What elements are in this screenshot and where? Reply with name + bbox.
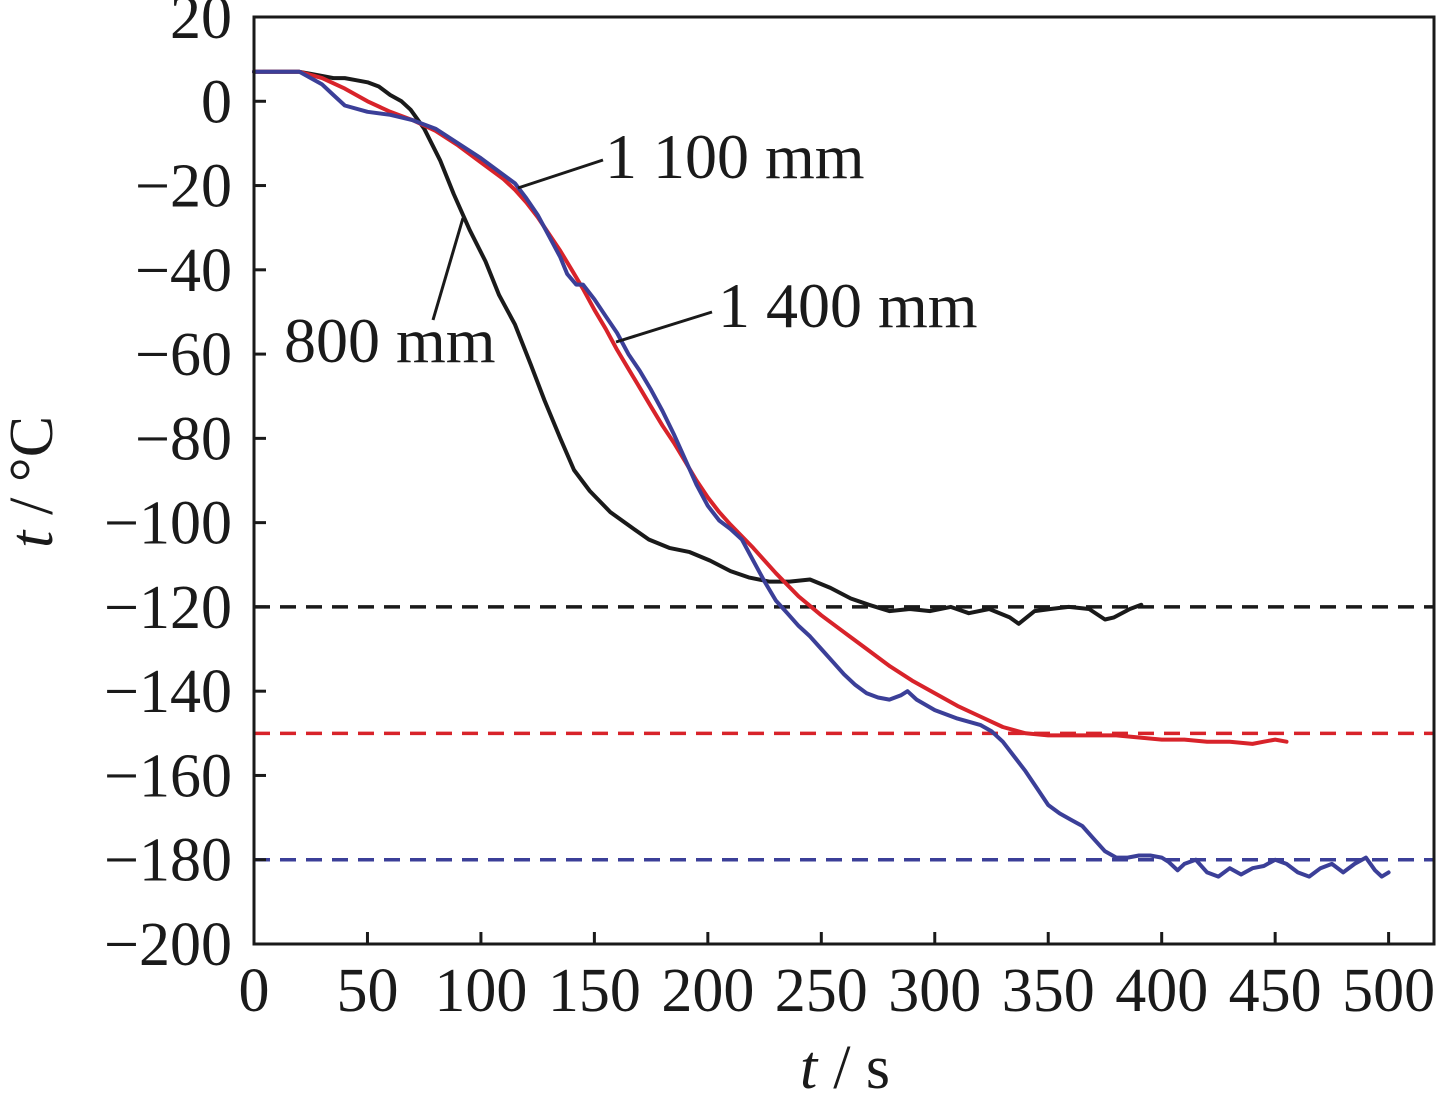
y-tick-label: −60: [135, 321, 232, 389]
y-tick-label: −180: [104, 827, 232, 895]
x-tick-label: 350: [1002, 957, 1095, 1025]
x-axis-label-unit: / s: [833, 1034, 890, 1096]
series-line-800mm: [252, 69, 1144, 626]
plot-frame: [252, 15, 1436, 946]
annotation-leader-line: [615, 310, 713, 344]
y-tick-label: −120: [104, 574, 232, 642]
y-axis-label-unit: / °C: [0, 416, 66, 515]
y-tick-label: −20: [135, 153, 232, 221]
x-axis-label-symbol: t: [800, 1034, 819, 1096]
y-tick-label: −40: [135, 237, 232, 305]
x-tick-label: 500: [1342, 957, 1435, 1025]
y-tick-label: 0: [201, 68, 232, 136]
series-line-1100mm: [252, 69, 1289, 746]
y-tick-label: −80: [135, 405, 232, 473]
y-axis-label: t / °C: [0, 416, 66, 548]
annotation-leader-line: [517, 158, 604, 190]
annotation-label: 1 100 mm: [605, 121, 865, 192]
x-tick-label: 400: [1115, 957, 1208, 1025]
y-tick-label: −200: [104, 911, 232, 979]
y-tick-label: −160: [104, 742, 232, 810]
x-tick-label: 100: [434, 957, 527, 1025]
annotation-label: 800 mm: [284, 305, 496, 376]
axis-ticks: [252, 15, 1391, 946]
axis-tick-labels: 0 50 100 150 200 250 300 350 400 450 500200−20−40−…: [104, 0, 1435, 1025]
x-tick-label: 50: [336, 957, 398, 1025]
x-tick-label: 250: [775, 957, 868, 1025]
x-tick-label: 450: [1229, 957, 1322, 1025]
annotation-leader-line: [431, 217, 465, 321]
y-axis-label-symbol: t: [0, 529, 66, 548]
y-tick-label: −100: [104, 490, 232, 558]
annotation-label: 1 400 mm: [718, 270, 978, 341]
series-line-1400mm: [252, 69, 1391, 879]
x-tick-label: 300: [888, 957, 981, 1025]
x-tick-label: 200: [661, 957, 754, 1025]
series-annotations: 800 mm 1 100 mm 1 400 mm: [284, 121, 978, 376]
y-tick-label: 20: [170, 0, 232, 52]
x-axis-label: t / s: [800, 1034, 890, 1096]
x-tick-label: 150: [548, 957, 641, 1025]
series-lines: [252, 69, 1391, 879]
x-tick-label: 0: [239, 957, 270, 1025]
y-tick-label: −140: [104, 658, 232, 726]
reference-lines: [254, 605, 1434, 862]
